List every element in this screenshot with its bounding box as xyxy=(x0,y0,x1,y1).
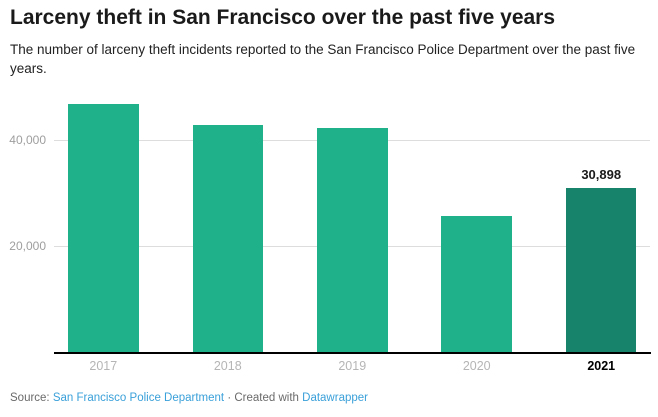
x-axis-label-2019: 2019 xyxy=(338,359,367,373)
chart-title: Larceny theft in San Francisco over the … xyxy=(10,6,556,29)
chart-footer: Source: San Francisco Police Department … xyxy=(10,391,368,406)
bar-2020[interactable] xyxy=(441,215,512,353)
bar-2018[interactable] xyxy=(192,124,264,353)
created-with-label: Created with xyxy=(234,392,303,404)
x-axis-label-2018: 2018 xyxy=(213,359,242,373)
footer-separator: · xyxy=(224,392,235,404)
x-axis-label-2021: 2021 xyxy=(587,359,616,373)
x-axis-label-2017: 2017 xyxy=(89,359,118,373)
datawrapper-link[interactable]: Datawrapper xyxy=(302,392,368,404)
y-axis-label-40,000: 40,000 xyxy=(9,132,46,147)
x-axis-line xyxy=(54,352,651,354)
bar-2017[interactable] xyxy=(68,103,139,353)
x-axis-label-2020: 2020 xyxy=(462,359,491,373)
source-link[interactable]: San Francisco Police Department xyxy=(52,392,225,404)
y-axis-label-20,000: 20,000 xyxy=(9,239,46,254)
chart-description: The number of larceny theft incidents re… xyxy=(10,42,636,77)
bar-value-label-2021: 30,898 xyxy=(581,167,622,183)
bar-2019[interactable] xyxy=(317,128,388,353)
bar-2021[interactable] xyxy=(565,188,637,353)
source-label: Source: xyxy=(10,392,53,404)
